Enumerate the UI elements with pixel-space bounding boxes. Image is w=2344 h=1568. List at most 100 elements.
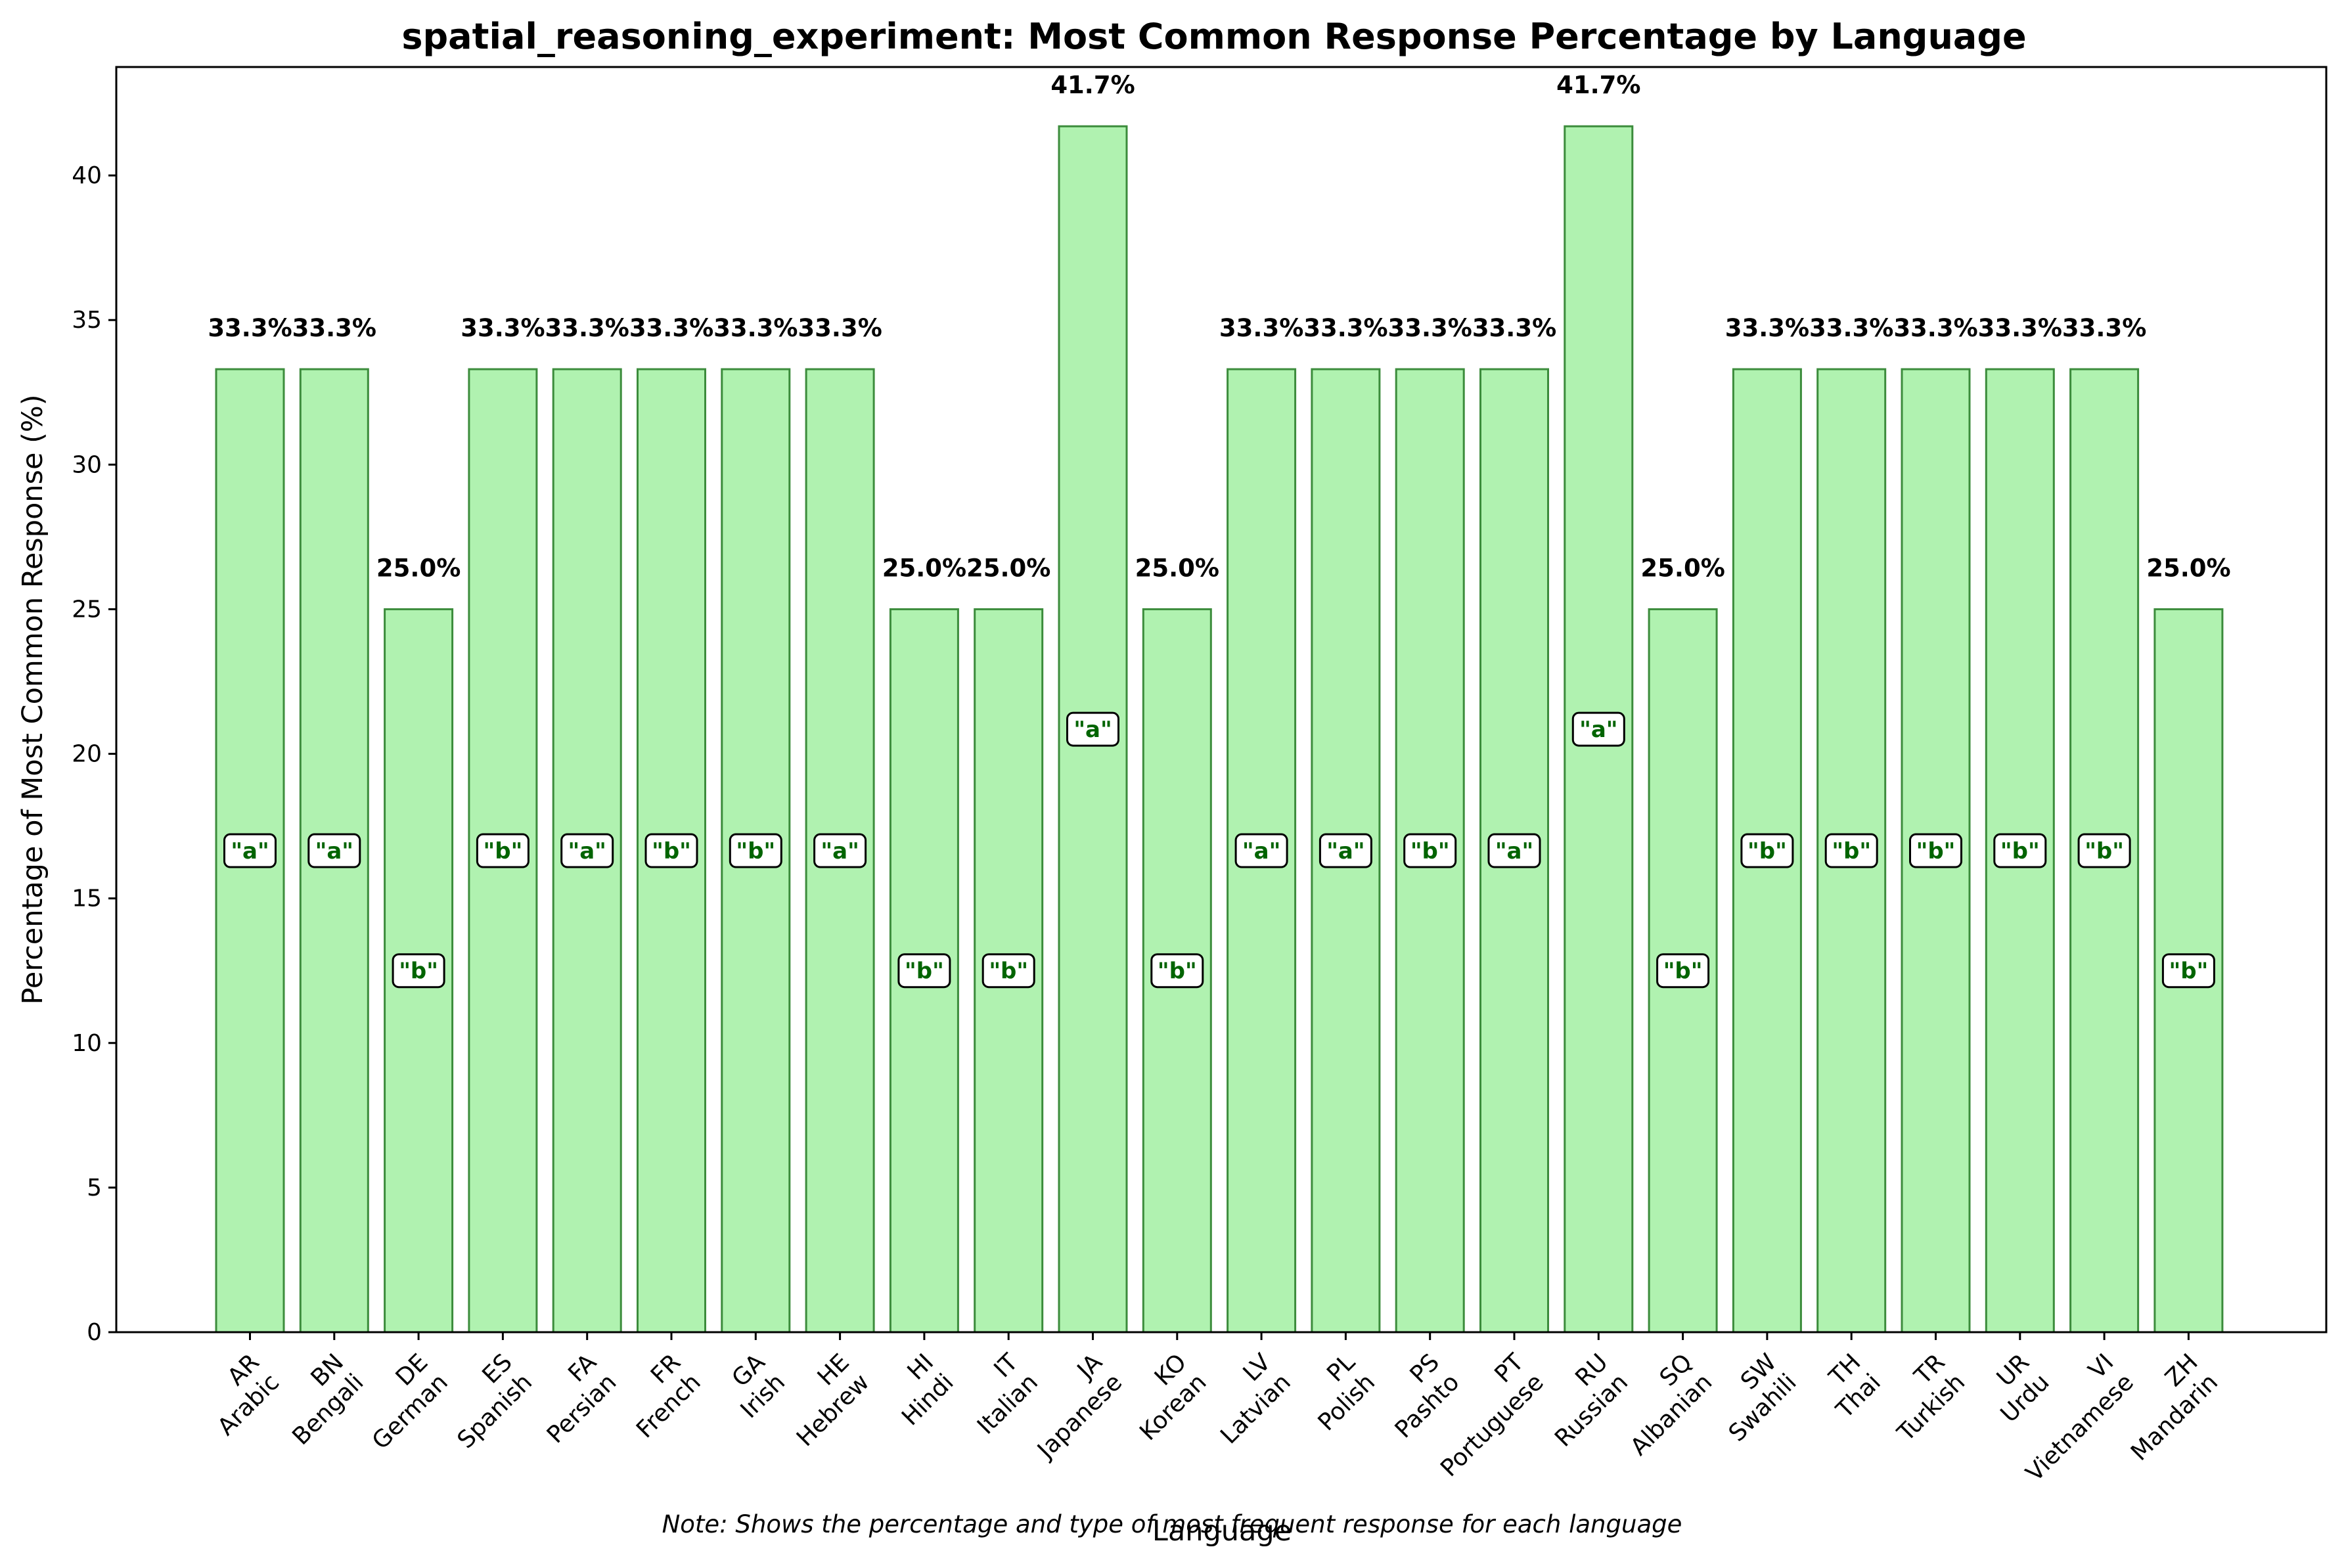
x-tick-label: SQAlbanian xyxy=(1606,1349,1718,1461)
bars-group xyxy=(215,125,2224,1333)
response-label: "b" xyxy=(1747,838,1787,864)
x-tick-label: GAIrish xyxy=(715,1349,790,1423)
value-label: 41.7% xyxy=(1050,71,1135,99)
x-tick-label: TRTurkish xyxy=(1872,1349,1971,1447)
response-label: "b" xyxy=(484,838,523,864)
response-label-box xyxy=(1740,833,1794,868)
x-tick-label: HEHebrew xyxy=(772,1349,875,1452)
response-label-box xyxy=(1993,833,2047,868)
response-label: "b" xyxy=(905,958,944,985)
response-label-box xyxy=(729,833,782,868)
x-tick-label: ESSpanish xyxy=(432,1349,537,1454)
response-label: "a" xyxy=(315,838,353,864)
value-label: 41.7% xyxy=(1556,71,1640,99)
value-label: 33.3% xyxy=(292,314,376,342)
response-label: "b" xyxy=(1832,838,1871,864)
response-label-box xyxy=(476,833,530,868)
response-label: "a" xyxy=(821,838,859,864)
x-axis: ARArabic BNBengali DEGerman ESSpanishFAPers… xyxy=(213,1332,2223,1487)
response-label: "a" xyxy=(231,838,269,864)
x-tick-label: RURussian xyxy=(1530,1349,1633,1452)
labels-group: 33.3% "a" 33.3% "a" 25.0% "b" 33.3% "b" 33.3% "a"… xyxy=(208,71,2231,989)
chart-title: spatial_reasoning_experiment: Most Commo… xyxy=(401,16,2026,57)
response-label: "b" xyxy=(1410,838,1450,864)
value-label: 25.0% xyxy=(966,554,1050,582)
y-tick-label: 30 xyxy=(72,451,102,478)
value-label: 33.3% xyxy=(713,314,798,342)
response-label-box xyxy=(1656,953,1710,989)
chart-note: Note: Shows the percentage and type of m… xyxy=(662,1510,1682,1538)
y-tick-label: 40 xyxy=(72,162,102,189)
response-label-box xyxy=(307,833,361,868)
x-tick-label: PLPolish xyxy=(1293,1349,1380,1436)
x-axis-label: Language xyxy=(1152,1515,1292,1548)
y-tick-label: 5 xyxy=(87,1175,102,1201)
value-label: 25.0% xyxy=(882,554,966,582)
response-label: "b" xyxy=(989,958,1028,985)
response-label: "a" xyxy=(1579,717,1617,743)
x-tick-label: KOKorean xyxy=(1115,1349,1212,1446)
response-label: "b" xyxy=(2000,838,2040,864)
response-label-box xyxy=(897,953,951,989)
x-tick-label: FAPersian xyxy=(522,1349,621,1448)
response-label-box xyxy=(1487,833,1541,868)
x-tick-label: LVLatvian xyxy=(1196,1349,1296,1449)
response-label-box xyxy=(560,833,614,868)
response-label: "b" xyxy=(652,838,691,864)
response-label: "a" xyxy=(1495,838,1533,864)
y-tick-label: 15 xyxy=(72,885,102,912)
value-label: 33.3% xyxy=(798,314,882,342)
y-axis: 0 5 10 15 20 25 30 35 40 xyxy=(72,162,116,1346)
response-label: "b" xyxy=(2169,958,2209,985)
response-label-box xyxy=(2077,833,2131,868)
value-label: 33.3% xyxy=(1219,314,1303,342)
response-label-box xyxy=(644,833,698,868)
response-label: "a" xyxy=(1326,838,1364,864)
value-label: 25.0% xyxy=(376,554,461,582)
response-label-box xyxy=(813,833,867,868)
response-label: "b" xyxy=(1916,838,1956,864)
value-label: 33.3% xyxy=(1388,314,1472,342)
plot-frame xyxy=(115,66,2328,1333)
response-label-box xyxy=(1150,953,1204,989)
response-label-box xyxy=(2161,953,2215,989)
response-label-box xyxy=(1318,833,1372,868)
value-label: 25.0% xyxy=(1640,554,1724,582)
response-label: "b" xyxy=(2085,838,2124,864)
response-label: "b" xyxy=(1663,958,1703,985)
x-tick-label: FRFrench xyxy=(612,1349,706,1443)
x-tick-label: PSPashto xyxy=(1370,1349,1464,1443)
value-label: 33.3% xyxy=(1472,314,1556,342)
y-tick-label: 25 xyxy=(72,596,102,623)
value-label: 33.3% xyxy=(1809,314,1893,342)
value-label: 33.3% xyxy=(2062,314,2146,342)
y-axis-label: Percentage of Most Common Response (%) xyxy=(16,395,49,1005)
response-label-box xyxy=(1066,711,1119,747)
response-label-box xyxy=(1824,833,1878,868)
x-tick-label: BNBengali xyxy=(267,1349,369,1450)
response-label: "a" xyxy=(1242,838,1280,864)
value-label: 33.3% xyxy=(208,314,292,342)
response-label-box xyxy=(1403,833,1457,868)
x-tick-label: ITItalian xyxy=(953,1349,1044,1440)
value-label: 33.3% xyxy=(461,314,545,342)
x-tick-label: SWSwahili xyxy=(1703,1349,1801,1446)
x-tick-label: THThai xyxy=(1811,1349,1886,1423)
response-label-box xyxy=(1571,711,1625,747)
response-label-box xyxy=(392,953,445,989)
y-tick-label: 0 xyxy=(87,1319,102,1346)
value-label: 33.3% xyxy=(1978,314,2062,342)
value-label: 25.0% xyxy=(1135,554,1219,582)
value-label: 33.3% xyxy=(1725,314,1809,342)
response-label-box xyxy=(1909,833,1962,868)
value-label: 25.0% xyxy=(2146,554,2230,582)
y-tick-label: 20 xyxy=(72,741,102,768)
x-tick-label: HIHindi xyxy=(877,1349,959,1431)
response-label-box xyxy=(1234,833,1288,868)
x-tick-label: DEGerman xyxy=(348,1349,453,1454)
response-label: "a" xyxy=(568,838,606,864)
response-label: "b" xyxy=(1158,958,1197,985)
response-label: "b" xyxy=(736,838,775,864)
value-label: 33.3% xyxy=(545,314,629,342)
